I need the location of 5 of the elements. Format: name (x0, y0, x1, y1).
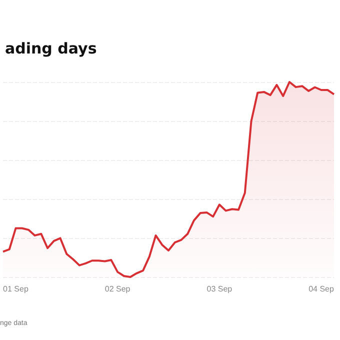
x-tick-label: 01 Sep (3, 284, 29, 294)
x-tick-label: 02 Sep (104, 284, 131, 294)
x-tick-label: 03 Sep (206, 284, 233, 294)
x-tick-label: 04 Sep (308, 284, 334, 294)
chart-title: ading days (5, 40, 97, 58)
